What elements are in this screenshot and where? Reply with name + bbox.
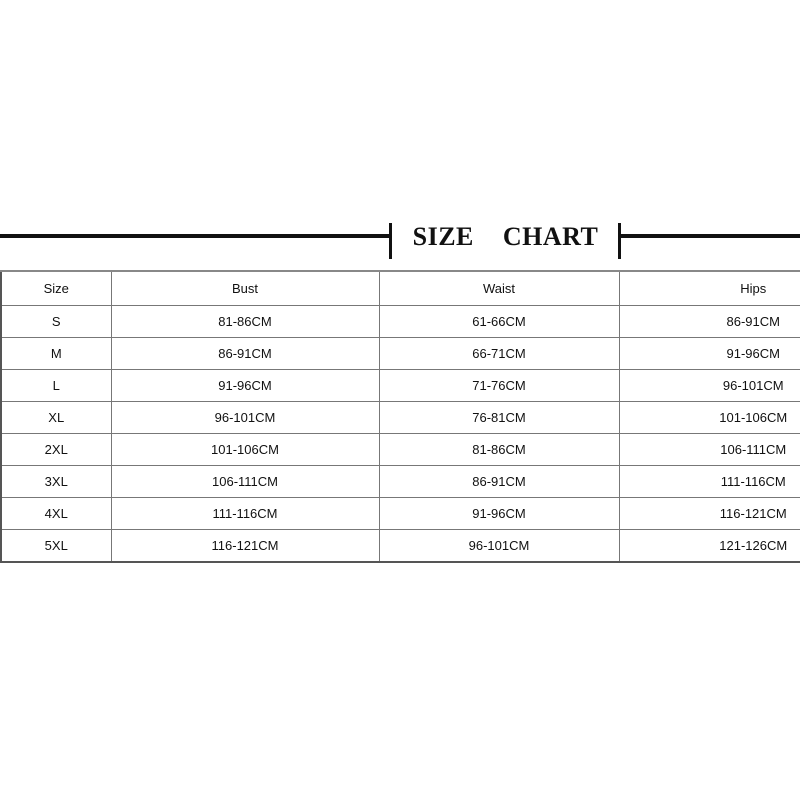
cell-size: 3XL	[0, 465, 112, 498]
cell-bust: 81-86CM	[110, 305, 380, 338]
cell-hips: 121-126CM	[618, 529, 800, 563]
table-row: L 91-96CM 71-76CM 96-101CM	[0, 369, 800, 402]
cell-hips: 116-121CM	[618, 497, 800, 530]
cell-waist: 71-76CM	[378, 369, 620, 402]
cell-hips: 101-106CM	[618, 401, 800, 434]
cell-hips: 111-116CM	[618, 465, 800, 498]
header-waist: Waist	[378, 270, 620, 306]
table-row: 3XL 106-111CM 86-91CM 111-116CM	[0, 465, 800, 498]
size-table: Size Bust Waist Hips S 81-86CM 61-66CM 86-91CM M…	[0, 270, 800, 563]
cell-bust: 101-106CM	[110, 433, 380, 466]
cell-waist: 61-66CM	[378, 305, 620, 338]
cell-hips: 96-101CM	[618, 369, 800, 402]
header-row: Size Bust Waist Hips	[0, 270, 800, 306]
table-row: M 86-91CM 66-71CM 91-96CM	[0, 337, 800, 370]
cell-bust: 86-91CM	[110, 337, 380, 370]
title-tick-right	[618, 223, 621, 259]
table-row: S 81-86CM 61-66CM 86-91CM	[0, 305, 800, 338]
cell-bust: 96-101CM	[110, 401, 380, 434]
header-hips: Hips	[618, 270, 800, 306]
cell-waist: 66-71CM	[378, 337, 620, 370]
cell-hips: 91-96CM	[618, 337, 800, 370]
cell-hips: 86-91CM	[618, 305, 800, 338]
cell-waist: 76-81CM	[378, 401, 620, 434]
cell-waist: 81-86CM	[378, 433, 620, 466]
cell-bust: 106-111CM	[110, 465, 380, 498]
table-row: 4XL 111-116CM 91-96CM 116-121CM	[0, 497, 800, 530]
table-row: 2XL 101-106CM 81-86CM 106-111CM	[0, 433, 800, 466]
cell-bust: 116-121CM	[110, 529, 380, 563]
cell-hips: 106-111CM	[618, 433, 800, 466]
cell-size: 2XL	[0, 433, 112, 466]
header-bust: Bust	[110, 270, 380, 306]
cell-size: XL	[0, 401, 112, 434]
cell-bust: 111-116CM	[110, 497, 380, 530]
title-rule-right	[619, 234, 800, 238]
cell-size: 4XL	[0, 497, 112, 530]
cell-size: S	[0, 305, 112, 338]
table-row: XL 96-101CM 76-81CM 101-106CM	[0, 401, 800, 434]
cell-waist: 96-101CM	[378, 529, 620, 563]
cell-size: M	[0, 337, 112, 370]
cell-size: L	[0, 369, 112, 402]
title-rule-left	[0, 234, 391, 238]
cell-waist: 91-96CM	[378, 497, 620, 530]
page-title: SIZE CHART	[412, 222, 599, 251]
cell-bust: 91-96CM	[110, 369, 380, 402]
header-size: Size	[0, 270, 112, 306]
title-tick-left	[389, 223, 392, 259]
cell-size: 5XL	[0, 529, 112, 563]
cell-waist: 86-91CM	[378, 465, 620, 498]
table-row: 5XL 116-121CM 96-101CM 121-126CM	[0, 529, 800, 563]
